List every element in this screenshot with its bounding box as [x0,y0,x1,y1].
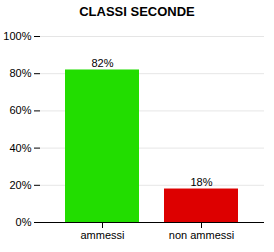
html-text:CLASSI SECONDE: CLASSI SECONDE [79,4,195,19]
svg-text:non ammessi: non ammessi [169,229,234,241]
svg-text:20%: 20% [9,179,31,191]
svg-text:82%: 82% [91,57,113,69]
svg-text:18%: 18% [190,176,212,188]
svg-text:40%: 40% [9,142,31,154]
svg-text:60%: 60% [9,104,31,116]
svg-text:100%: 100% [3,30,31,42]
svg-text:ammessi: ammessi [80,229,124,241]
svg-text:0%: 0% [16,216,32,228]
svg-text:80%: 80% [9,67,31,79]
